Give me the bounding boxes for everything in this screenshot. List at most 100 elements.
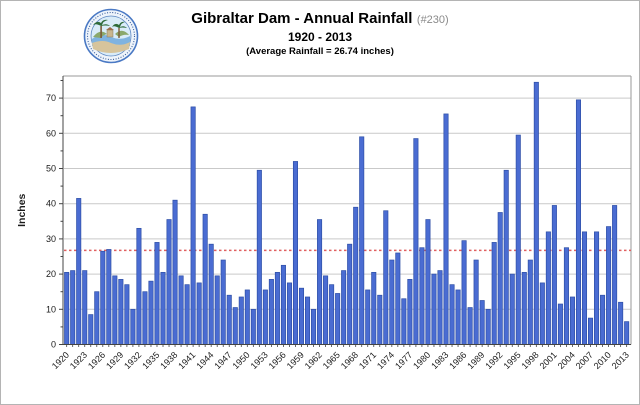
y-tick-label-0: 0 (51, 340, 56, 350)
bar-1943 (202, 213, 208, 345)
bar-2000 (545, 231, 551, 345)
x-tick-label-1971: 1971 (357, 350, 378, 371)
bar-1946 (220, 259, 226, 345)
x-tick-label-1968: 1968 (339, 350, 360, 371)
y-tick-label-10: 10 (46, 304, 56, 314)
bar-1971 (371, 271, 377, 345)
bar-1948 (232, 307, 238, 345)
bar-1940 (184, 284, 190, 345)
bar-1928 (112, 275, 118, 345)
bar-1964 (329, 284, 335, 345)
bar-1990 (485, 308, 491, 345)
bar-1953 (262, 289, 268, 345)
bar-1999 (539, 282, 545, 345)
bar-1984 (449, 284, 455, 345)
bar-1995 (515, 134, 521, 345)
bar-1968 (353, 206, 359, 345)
bar-1937 (166, 219, 172, 345)
bar-1939 (178, 275, 184, 345)
y-tick-label-60: 60 (46, 128, 56, 138)
y-tick-label-50: 50 (46, 164, 56, 174)
x-tick-label-2013: 2013 (610, 350, 631, 371)
bar-2004 (569, 296, 575, 345)
bar-1932 (136, 227, 142, 345)
x-tick-label-2004: 2004 (556, 350, 577, 371)
seal-ring-text (86, 11, 136, 61)
bar-1962 (317, 219, 323, 345)
bar-1965 (335, 293, 341, 345)
bar-1981 (431, 273, 437, 345)
bar-1936 (160, 271, 166, 345)
y-tick-label-20: 20 (46, 269, 56, 279)
bar-2008 (594, 231, 600, 345)
bar-1944 (208, 243, 214, 345)
x-tick-label-1938: 1938 (158, 350, 179, 371)
bar-1935 (154, 242, 160, 345)
x-tick-label-1992: 1992 (483, 350, 504, 371)
chart-subtitle-years: 1920 - 2013 (287, 30, 353, 44)
x-tick-label-1974: 1974 (375, 350, 396, 371)
x-tick-label-1983: 1983 (429, 350, 450, 371)
bar-1954 (268, 279, 274, 345)
x-tick-label-1956: 1956 (267, 350, 288, 371)
bar-1941 (190, 106, 196, 345)
station-number: (#230) (416, 14, 449, 26)
bar-1929 (118, 279, 124, 345)
bar-1997 (527, 259, 533, 345)
bar-1923 (82, 270, 88, 345)
x-tick-label-1977: 1977 (393, 350, 414, 371)
bar-1974 (389, 259, 395, 345)
y-tick-label-40: 40 (46, 199, 56, 209)
x-tick-label-1947: 1947 (212, 350, 233, 371)
bar-1921 (70, 270, 76, 345)
bar-1957 (286, 282, 292, 345)
x-tick-label-1929: 1929 (104, 350, 125, 371)
bar-1994 (509, 273, 515, 345)
bar-1988 (473, 259, 479, 345)
bar-1966 (341, 270, 347, 345)
y-axis-title: Inches (16, 193, 28, 226)
bar-1960 (305, 296, 311, 345)
bar-2010 (606, 226, 612, 345)
bar-1975 (395, 252, 401, 345)
x-tick-label-1935: 1935 (140, 350, 161, 371)
bar-1959 (298, 287, 305, 345)
bar-1951 (250, 308, 256, 345)
chart-title: Gibraltar Dam - Annual Rainfall (191, 10, 413, 27)
x-tick-label-1989: 1989 (465, 350, 486, 371)
x-tick-label-1950: 1950 (230, 350, 251, 371)
bar-1998 (533, 81, 539, 345)
bar-2005 (575, 99, 581, 345)
bar-2013 (624, 321, 630, 345)
bar-1927 (106, 249, 112, 345)
bar-1930 (124, 284, 130, 345)
x-tick-label-1920: 1920 (50, 350, 71, 371)
x-tick-label-2007: 2007 (574, 350, 595, 371)
x-tick-label-1959: 1959 (285, 350, 306, 371)
x-tick-label-1926: 1926 (86, 350, 107, 371)
bar-1986 (461, 240, 467, 345)
y-tick-label-30: 30 (46, 234, 56, 244)
bar-2006 (581, 231, 588, 345)
bar-1924 (88, 314, 94, 345)
bar-1956 (280, 264, 286, 345)
bar-2001 (551, 205, 557, 345)
bar-2012 (618, 301, 624, 345)
bar-1933 (142, 291, 148, 345)
bar-2003 (563, 247, 569, 345)
x-tick-label-1923: 1923 (68, 350, 89, 371)
bar-1992 (497, 212, 503, 345)
bar-1977 (407, 279, 413, 345)
average-rainfall-note: (Average Rainfall = 26.74 inches) (246, 46, 394, 57)
bar-1983 (443, 113, 449, 345)
bar-1925 (94, 291, 100, 345)
y-tick-label-70: 70 (46, 93, 56, 103)
bar-1989 (479, 300, 485, 345)
bar-1991 (491, 242, 497, 345)
x-tick-label-1953: 1953 (249, 350, 270, 371)
bar-1952 (256, 169, 262, 345)
chart-title-line: Gibraltar Dam - Annual Rainfall (#230) (1, 9, 639, 29)
bar-1942 (196, 282, 202, 345)
bar-1922 (76, 198, 82, 345)
